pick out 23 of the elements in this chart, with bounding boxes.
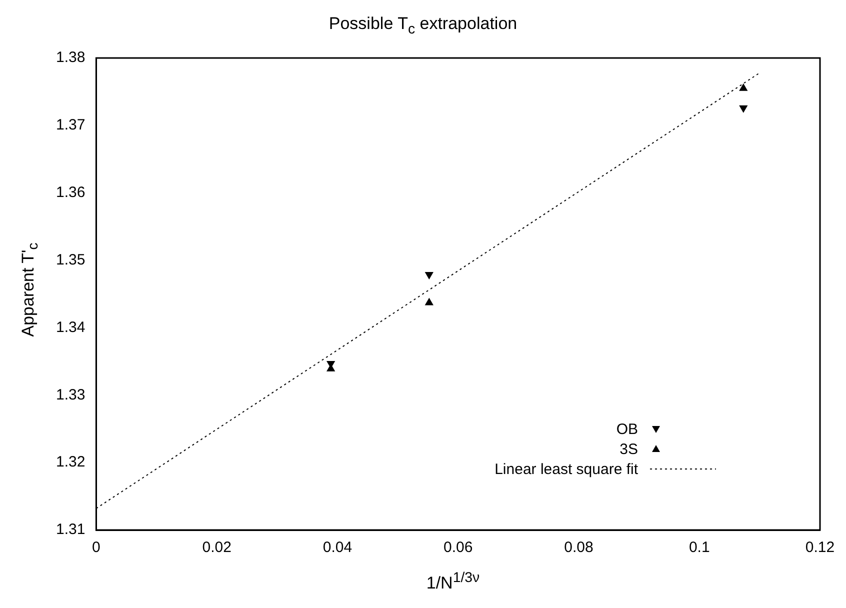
x-tick-label: 0.1 bbox=[688, 539, 710, 556]
legend-label: OB bbox=[615, 420, 638, 438]
y-tick-label: 1.31 bbox=[56, 521, 86, 538]
x-tick-label: 0.12 bbox=[805, 539, 835, 556]
y-tick-label: 1.35 bbox=[56, 251, 86, 268]
point bbox=[739, 105, 748, 112]
x-tick-label: 0.04 bbox=[322, 539, 352, 556]
x-tick-label: 0 bbox=[92, 539, 100, 556]
point bbox=[425, 298, 434, 306]
chart-title: Possible T$_{c}$ extrapolation bbox=[328, 14, 518, 38]
x-tick-label: 0.08 bbox=[564, 539, 594, 556]
y-tick-label: 1.33 bbox=[56, 386, 86, 404]
legend-label: Linear least square fit bbox=[494, 460, 638, 478]
y-tick-label: 1.34 bbox=[56, 318, 86, 336]
x-axis-title: 1/N$^{1/3ν}$ bbox=[425, 570, 481, 594]
y-tick-label: 1.37 bbox=[56, 116, 86, 134]
x-tick-label: 0.02 bbox=[202, 539, 232, 556]
point bbox=[425, 272, 434, 279]
legend-label: 3S bbox=[618, 440, 638, 458]
y-tick-label: 1.32 bbox=[56, 454, 86, 471]
x-tick-label: 0.06 bbox=[443, 539, 473, 556]
y-tick-label: 1.36 bbox=[56, 184, 86, 201]
y-tick-label: 1.38 bbox=[56, 49, 86, 66]
